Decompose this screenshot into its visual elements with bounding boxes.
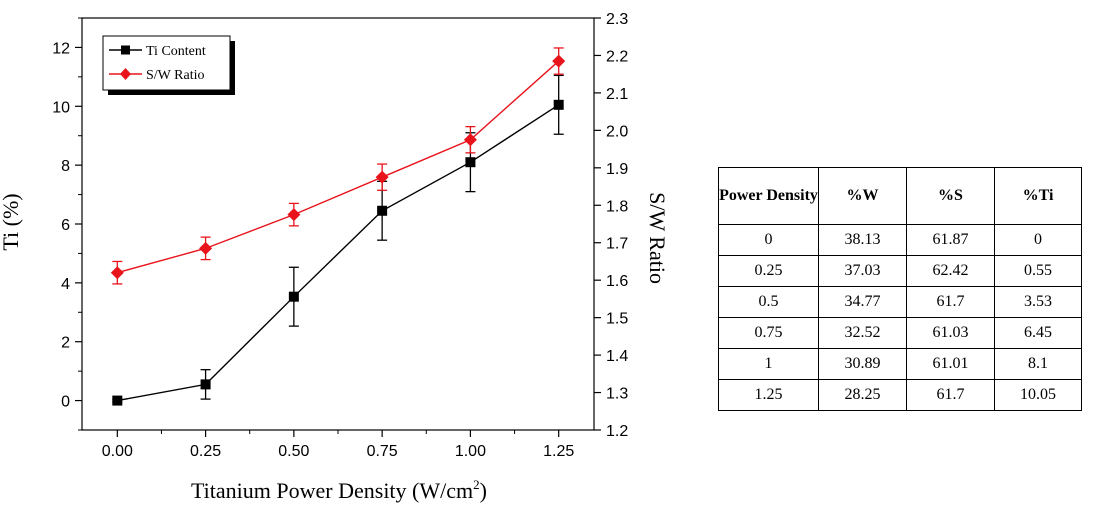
x-axis: 0.00 0.25 0.50 0.75 1.00 1.25 (102, 430, 574, 460)
series-line-ti-content (117, 104, 560, 402)
y-left-tick-label: 6 (61, 217, 70, 234)
legend-label-ti: Ti Content (146, 44, 206, 59)
table-cell: 32.52 (818, 317, 907, 349)
data-point-sw-ratio (287, 208, 301, 222)
table-cell: 0.55 (994, 255, 1082, 287)
data-point-sw-ratio (375, 170, 389, 184)
data-point-sw-ratio (463, 133, 477, 147)
table-cell: 0 (718, 224, 819, 256)
data-point-sw-ratio (552, 54, 566, 68)
x-axis-title: Titanium Power Density (W/cm2) (191, 477, 487, 503)
y-left-tick-label: 0 (61, 394, 70, 411)
table-row: 1 30.89 61.01 8.1 (718, 348, 1082, 380)
y-left-tick-label: 12 (52, 40, 70, 57)
header-w: %W (818, 167, 907, 225)
series-layer (110, 47, 566, 406)
y-axis-left-title: Ti (%) (0, 193, 23, 250)
header-s: %S (906, 167, 995, 225)
header-power-density: Power Density (718, 167, 819, 225)
legend-marker-sw (120, 68, 131, 80)
y-right-tick-label: 1.9 (606, 161, 628, 178)
y-right-tick-label: 1.5 (606, 311, 628, 328)
table-row: 0 38.13 61.87 0 (718, 224, 1082, 256)
x-tick-label: 1.00 (455, 443, 486, 460)
data-point-ti-content (553, 99, 564, 110)
table-cell: 30.89 (818, 348, 907, 380)
table-cell: 0 (994, 224, 1082, 256)
y-right-tick-label: 1.2 (606, 423, 628, 440)
table-row: 0.5 34.77 61.7 3.53 (718, 286, 1082, 318)
y-right-tick-label: 1.7 (606, 236, 628, 253)
table-cell: 0.75 (718, 317, 819, 349)
y-right-tick-label: 2.1 (606, 86, 628, 103)
x-tick-label: 0.75 (367, 443, 398, 460)
table-cell: 38.13 (818, 224, 907, 256)
table-cell: 28.25 (818, 379, 907, 411)
table-cell: 61.01 (906, 348, 995, 380)
table-cell: 61.03 (906, 317, 995, 349)
legend-box (102, 35, 231, 91)
legend-label-sw: S/W Ratio (146, 68, 204, 83)
table-cell: 3.53 (994, 286, 1082, 318)
y-axis-right-title: S/W Ratio (645, 192, 670, 284)
x-tick-label: 0.00 (102, 443, 133, 460)
y-left-tick-label: 4 (61, 276, 70, 293)
data-point-ti-content (465, 157, 476, 168)
table-cell: 0.5 (718, 286, 819, 318)
y-right-tick-label: 2.2 (606, 48, 628, 65)
table-cell: 61.87 (906, 224, 995, 256)
table-cell: 8.1 (994, 348, 1082, 380)
data-point-sw-ratio (199, 241, 213, 255)
data-point-sw-ratio (110, 266, 124, 280)
y-right-tick-label: 1.3 (606, 386, 628, 403)
y-left-tick-label: 10 (52, 99, 70, 116)
legend-marker-ti (121, 45, 130, 55)
data-point-ti-content (112, 395, 123, 406)
y-left-tick-label: 8 (61, 158, 70, 175)
table-cell: 61.7 (906, 379, 995, 411)
composition-table: Power Density %W %S %Ti 0 38.13 61.87 0 … (718, 167, 1082, 411)
table-row: 0.25 37.03 62.42 0.55 (718, 255, 1082, 287)
table-row: 0.75 32.52 61.03 6.45 (718, 317, 1082, 349)
table-cell: 6.45 (994, 317, 1082, 349)
header-ti: %Ti (994, 167, 1082, 225)
series-line-sw-ratio (117, 60, 560, 274)
data-point-ti-content (377, 205, 388, 216)
x-tick-label: 1.25 (543, 443, 574, 460)
table-row: 1.25 28.25 61.7 10.05 (718, 379, 1082, 411)
x-tick-label: 0.25 (190, 443, 221, 460)
table-cell: 62.42 (906, 255, 995, 287)
y-right-tick-label: 1.8 (606, 198, 628, 215)
table-cell: 10.05 (994, 379, 1082, 411)
table-cell: 34.77 (818, 286, 907, 318)
table-cell: 37.03 (818, 255, 907, 287)
table-cell: 61.7 (906, 286, 995, 318)
data-point-ti-content (200, 379, 211, 390)
legend: Ti Content S/W Ratio (102, 35, 235, 95)
x-tick-label: 0.50 (278, 443, 309, 460)
y-left-tick-label: 2 (61, 335, 70, 352)
y-axis-right: 1.2 1.3 1.4 1.5 1.6 1.7 1.8 1.9 2.0 2.1 2.2 2.3 (594, 11, 628, 440)
table-cell: 1.25 (718, 379, 819, 411)
y-right-tick-label: 1.4 (606, 348, 628, 365)
table-header-row: Power Density %W %S %Ti (718, 167, 1082, 225)
table-cell: 0.25 (718, 255, 819, 287)
y-right-tick-label: 2.0 (606, 123, 628, 140)
data-point-ti-content (288, 291, 299, 302)
y-right-tick-label: 1.6 (606, 273, 628, 290)
y-axis-left: 0 2 4 6 8 10 12 (52, 17, 82, 431)
table-cell: 1 (718, 348, 819, 380)
y-right-tick-label: 2.3 (606, 11, 628, 28)
